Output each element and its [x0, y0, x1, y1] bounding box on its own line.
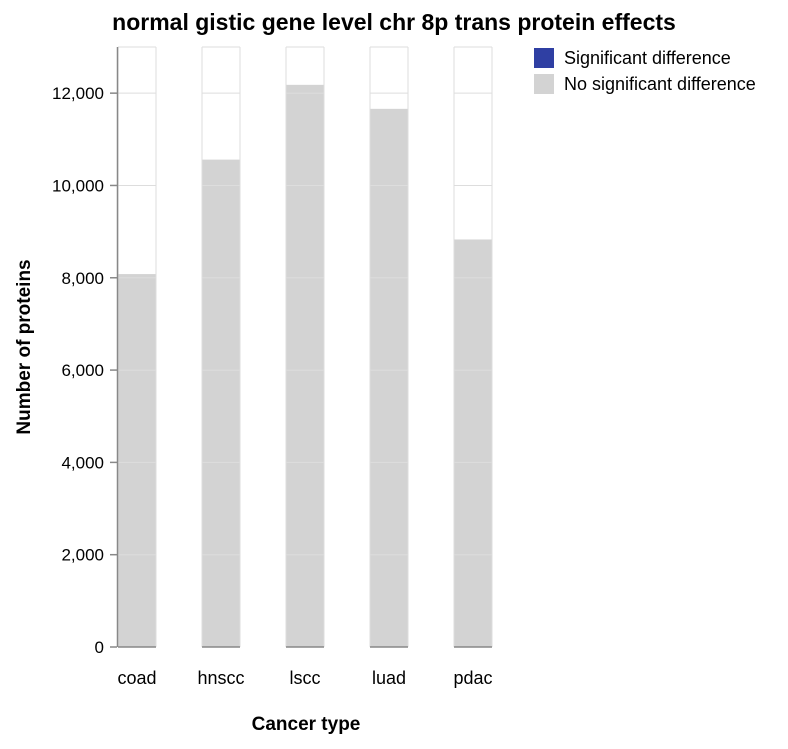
x-tick-label-hnscc: hnscc: [197, 668, 244, 688]
legend-item-1: No significant difference: [534, 74, 756, 94]
column-coad: [117, 46, 157, 648]
legend-swatch: [534, 48, 554, 68]
y-tick-label: 8,000: [61, 269, 104, 288]
legend-item-0: Significant difference: [534, 48, 731, 68]
y-tick-label: 0: [95, 638, 104, 657]
column-hnscc: [201, 46, 241, 648]
x-axis-title: Cancer type: [252, 714, 361, 735]
x-axis: coad hnscc lscc luad pdac: [117, 668, 492, 688]
chart-title: normal gistic gene level chr 8p trans pr…: [112, 9, 676, 35]
bar-luad-series-1: [370, 108, 408, 648]
y-axis: 0 2,000 4,000 6,000 8,000 10,000 12,000: [52, 47, 119, 657]
y-tick-label: 4,000: [61, 453, 104, 472]
x-tick-label-luad: luad: [372, 668, 406, 688]
column-luad: [369, 46, 409, 648]
y-tick-label: 2,000: [61, 546, 104, 565]
x-tick-label-pdac: pdac: [453, 668, 492, 688]
y-tick-label: 6,000: [61, 361, 104, 380]
legend-swatch: [534, 74, 554, 94]
bar-hnscc-series-1: [202, 159, 240, 647]
x-tick-label-coad: coad: [117, 668, 156, 688]
bar-pdac-series-1: [454, 239, 492, 647]
bar-lscc-series-1: [286, 84, 324, 648]
y-tick-label: 12,000: [52, 84, 104, 103]
y-axis-title: Number of proteins: [14, 259, 35, 434]
bar-coad-series-1: [118, 274, 156, 647]
category-columns: [117, 46, 493, 648]
legend-label: Significant difference: [564, 48, 731, 68]
column-pdac: [453, 46, 493, 648]
legend: Significant difference No significant dif…: [534, 48, 756, 94]
y-tick-label: 10,000: [52, 176, 104, 195]
column-lscc: [285, 46, 325, 648]
x-tick-label-lscc: lscc: [290, 668, 321, 688]
legend-label: No significant difference: [564, 74, 756, 94]
